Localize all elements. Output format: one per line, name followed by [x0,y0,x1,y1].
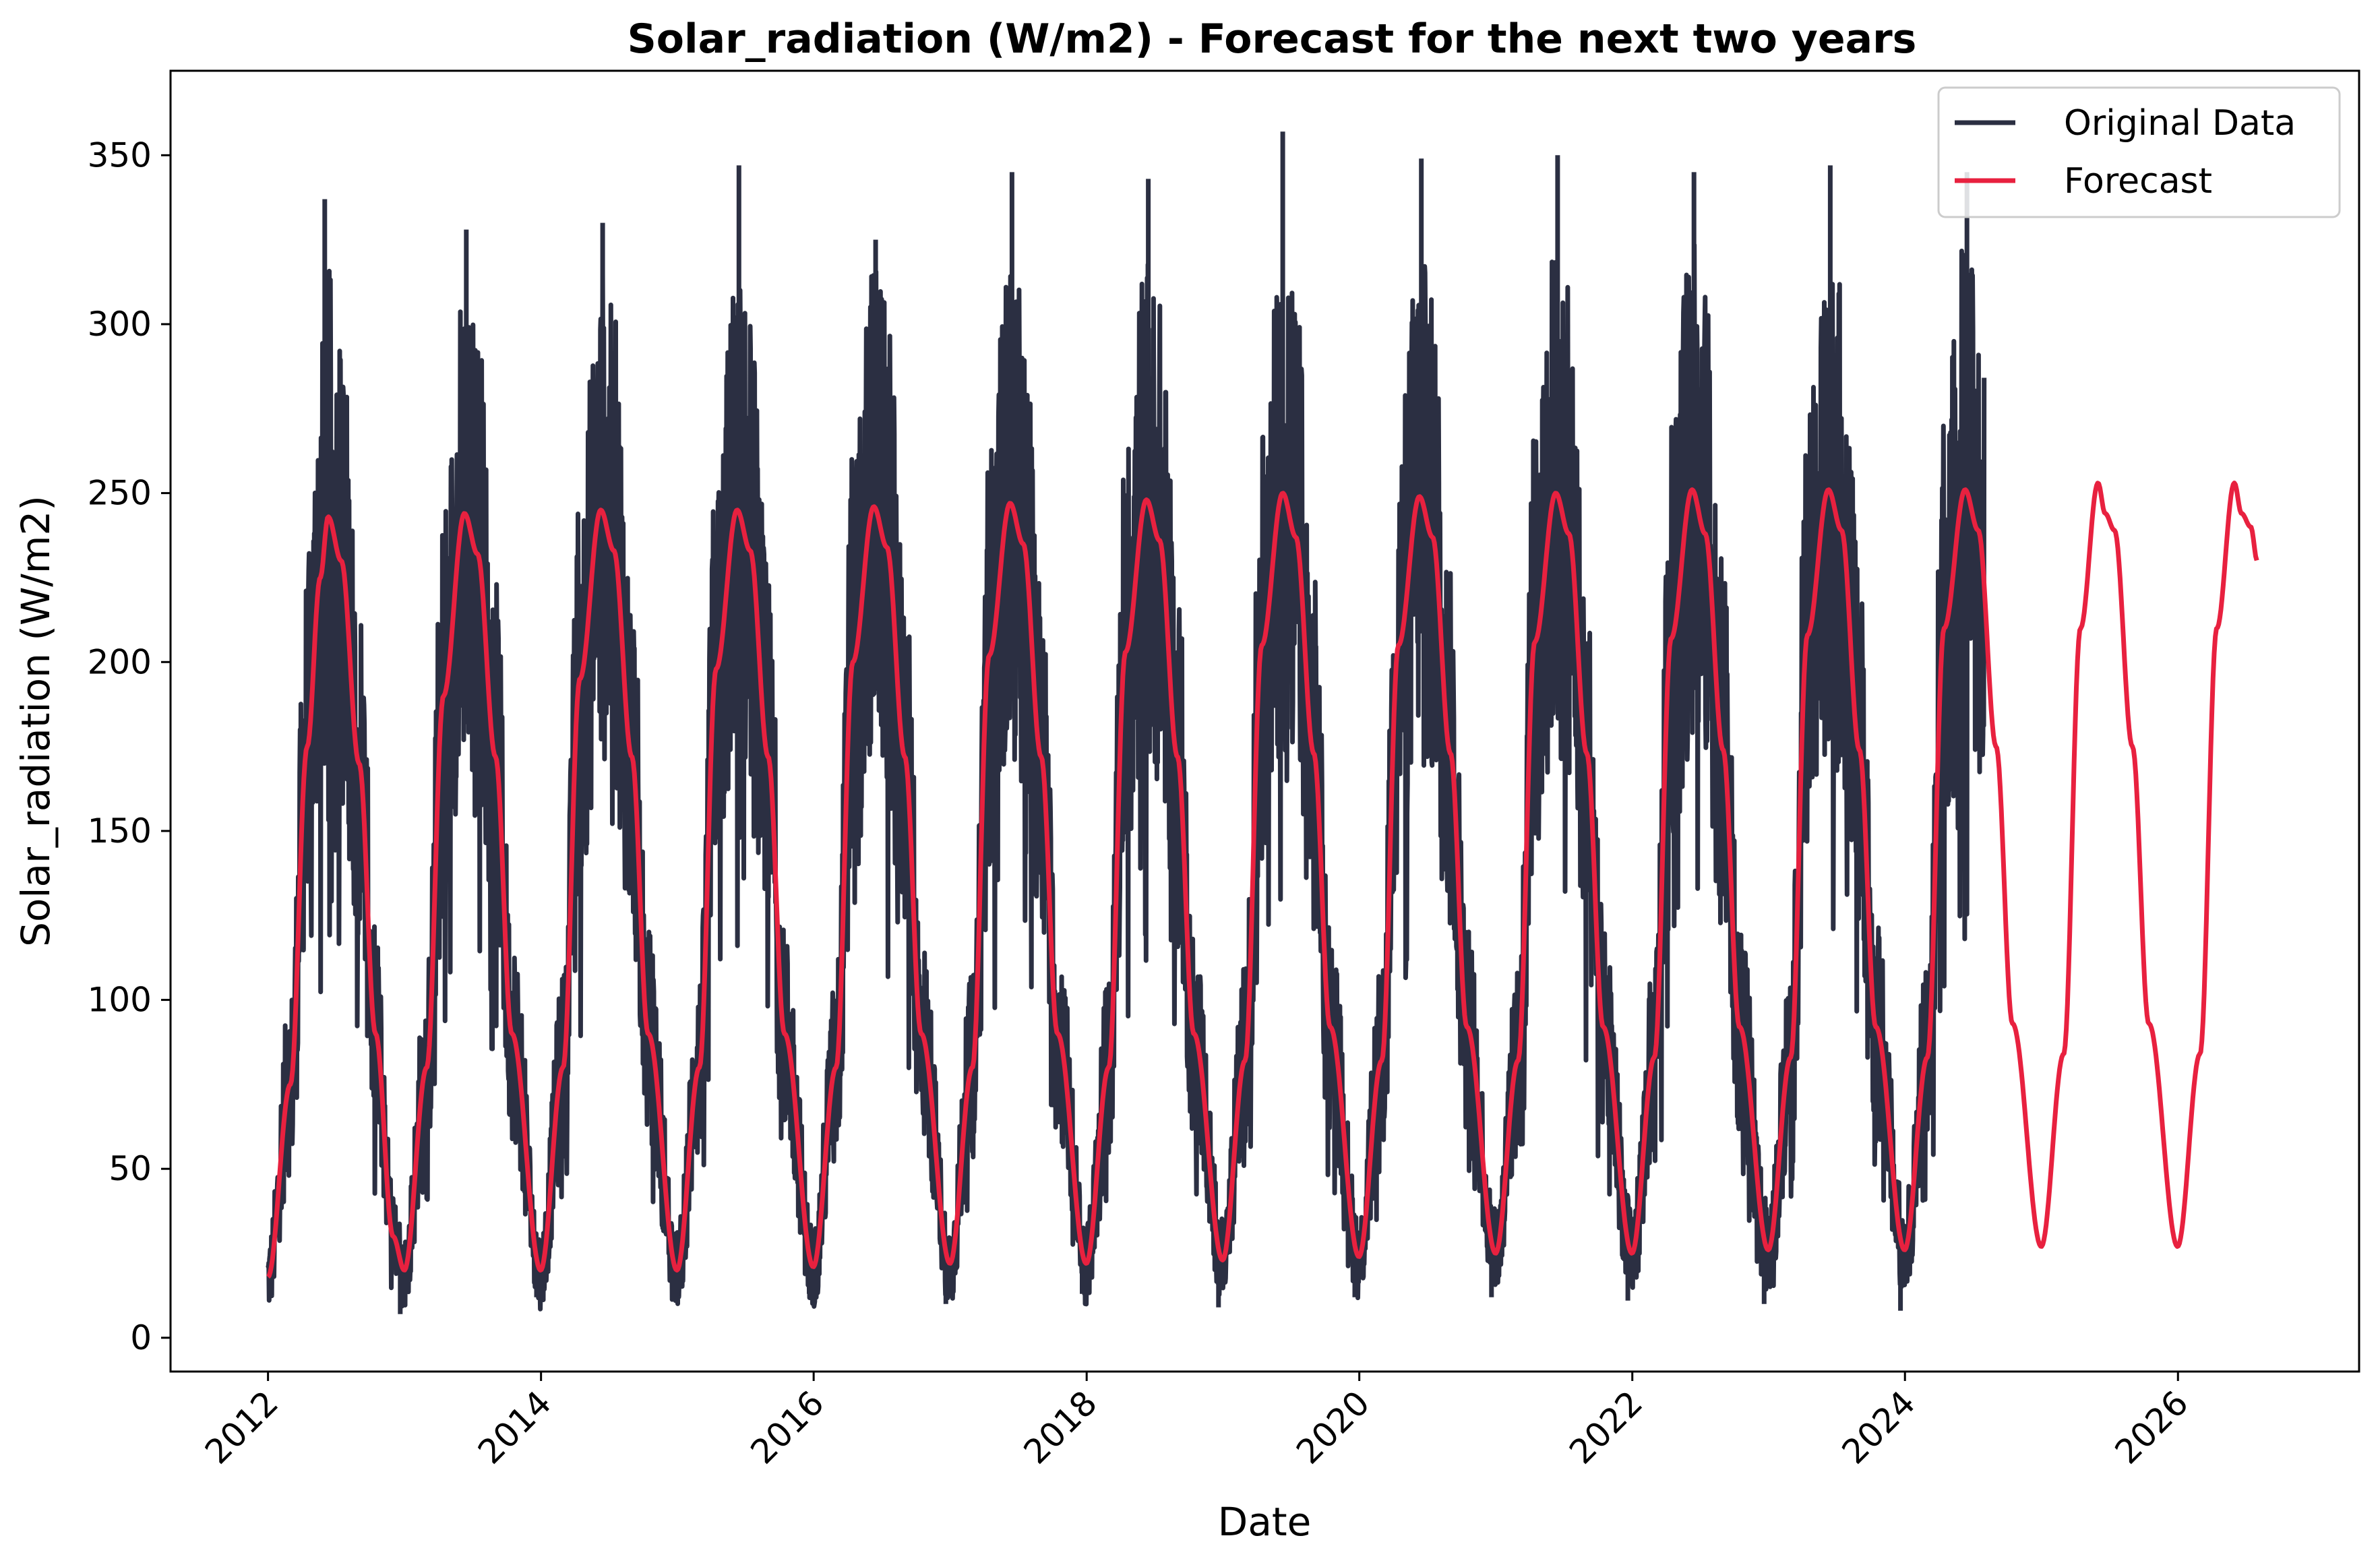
y-tick-label: 100 [88,981,152,1020]
legend-label-original-data: Original Data [2064,103,2296,144]
x-axis-label: Date [1218,1499,1312,1545]
y-tick-label: 0 [130,1318,152,1357]
legend-label-forecast: Forecast [2064,161,2212,202]
plot-frame [169,69,2360,1373]
y-axis-label: Solar_radiation (W/m2) [13,495,59,947]
legend-box [1937,86,2341,218]
y-tick-label: 300 [88,305,152,344]
series-forecast [266,481,2259,1279]
chart-title: Solar_radiation (W/m2) - Forecast for th… [628,16,1917,63]
y-tick-label: 350 [88,135,152,175]
y-tick-label: 250 [88,474,152,513]
y-tick-label: 150 [88,811,152,851]
y-tick-label: 50 [109,1149,152,1188]
y-tick-label: 200 [88,642,152,681]
y-axis: 0 50 100 150 200 250 300 350 [88,135,171,1357]
series-original-data [266,131,1987,1314]
legend: Original Data Forecast [1937,86,2341,218]
